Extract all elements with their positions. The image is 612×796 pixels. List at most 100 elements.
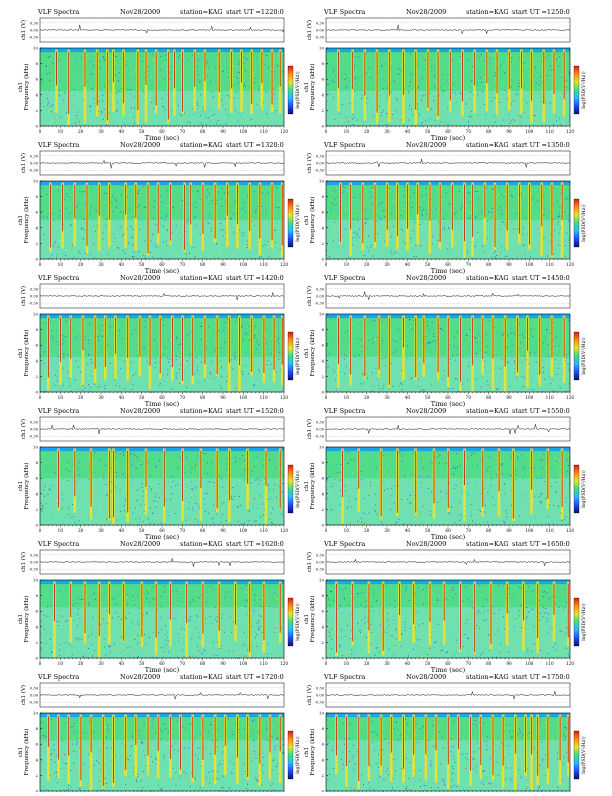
y-tick-label: 10 (319, 179, 325, 184)
trace-tick-label: 0.30 (30, 21, 39, 25)
noise-speck (231, 115, 232, 116)
noise-speck (346, 350, 347, 351)
panel-title-start: start UT =1550:0 (512, 407, 570, 415)
noise-speck (124, 506, 125, 507)
noise-speck (477, 342, 478, 343)
noise-speck (368, 384, 369, 385)
noise-speck (107, 222, 108, 223)
noise-speck (477, 85, 478, 86)
noise-speck (162, 349, 163, 350)
streak-red (482, 318, 483, 359)
x-tick-label: 30 (98, 262, 104, 267)
noise-speck (91, 362, 92, 363)
panel-title-station: station=KAG (180, 8, 223, 16)
noise-speck (212, 91, 213, 92)
noise-speck (509, 386, 510, 387)
noise-speck (524, 355, 525, 356)
noise-speck (47, 194, 48, 195)
noise-speck (79, 474, 80, 475)
noise-speck (249, 326, 250, 327)
noise-speck (234, 358, 235, 359)
noise-speck (71, 391, 72, 392)
noise-speck (549, 505, 550, 506)
noise-speck (147, 123, 148, 124)
noise-speck (391, 509, 392, 510)
noise-speck (510, 364, 511, 365)
noise-speck (256, 89, 257, 90)
noise-speck (155, 498, 156, 499)
noise-speck (493, 249, 494, 250)
noise-speck (53, 245, 54, 246)
noise-speck (115, 75, 116, 76)
noise-speck (253, 72, 254, 73)
noise-speck (125, 506, 126, 507)
noise-speck (269, 489, 270, 490)
noise-speck (451, 343, 452, 344)
noise-speck (75, 337, 76, 338)
noise-speck (467, 319, 468, 320)
noise-speck (99, 505, 100, 506)
noise-speck (43, 378, 44, 379)
noise-speck (69, 236, 70, 237)
noise-speck (507, 336, 508, 337)
noise-speck (82, 239, 83, 240)
noise-speck (65, 517, 66, 518)
noise-speck (186, 336, 187, 337)
noise-speck (335, 233, 336, 234)
noise-speck (238, 82, 239, 83)
noise-speck (189, 386, 190, 387)
noise-speck (255, 501, 256, 502)
noise-speck (43, 368, 44, 369)
noise-speck (336, 464, 337, 465)
noise-speck (376, 500, 377, 501)
noise-speck (235, 110, 236, 111)
panel-title-instrument: VLF Spectra (37, 274, 79, 282)
noise-speck (409, 105, 410, 106)
noise-speck (510, 352, 511, 353)
noise-speck (79, 462, 80, 463)
noise-speck (382, 224, 383, 225)
noise-speck (106, 484, 107, 485)
x-tick-label: 70 (466, 395, 472, 400)
noise-speck (42, 78, 43, 79)
noise-speck (164, 79, 165, 80)
noise-speck (519, 355, 520, 356)
noise-speck (225, 218, 226, 219)
noise-speck (256, 349, 257, 350)
noise-speck (404, 189, 405, 190)
panel-title-instrument: VLF Spectra (37, 8, 79, 16)
noise-speck (379, 488, 380, 489)
noise-speck (120, 377, 121, 378)
noise-speck (466, 118, 467, 119)
noise-speck (209, 210, 210, 211)
colorbar-label: log(PSD(V²/Hz)) (580, 204, 587, 242)
noise-speck (101, 246, 102, 247)
noise-speck (538, 196, 539, 197)
noise-speck (142, 378, 143, 379)
noise-speck (50, 488, 51, 489)
noise-speck (63, 485, 64, 486)
noise-speck (80, 72, 81, 73)
noise-speck (554, 322, 555, 323)
noise-speck (542, 391, 543, 392)
noise-speck (257, 56, 258, 57)
noise-speck (356, 467, 357, 468)
panel-title-date: Nov28/2009 (406, 8, 446, 16)
noise-speck (483, 522, 484, 523)
noise-speck (523, 337, 524, 338)
noise-speck (354, 77, 355, 78)
noise-speck (344, 192, 345, 193)
noise-speck (549, 187, 550, 188)
noise-speck (166, 352, 167, 353)
noise-speck (40, 103, 41, 104)
noise-speck (227, 95, 228, 96)
streak-red (215, 185, 216, 239)
noise-speck (333, 71, 334, 72)
noise-speck (247, 198, 248, 199)
noise-speck (518, 480, 519, 481)
streak-red (452, 185, 453, 230)
noise-speck (194, 374, 195, 375)
noise-speck (346, 215, 347, 216)
noise-speck (522, 324, 523, 325)
